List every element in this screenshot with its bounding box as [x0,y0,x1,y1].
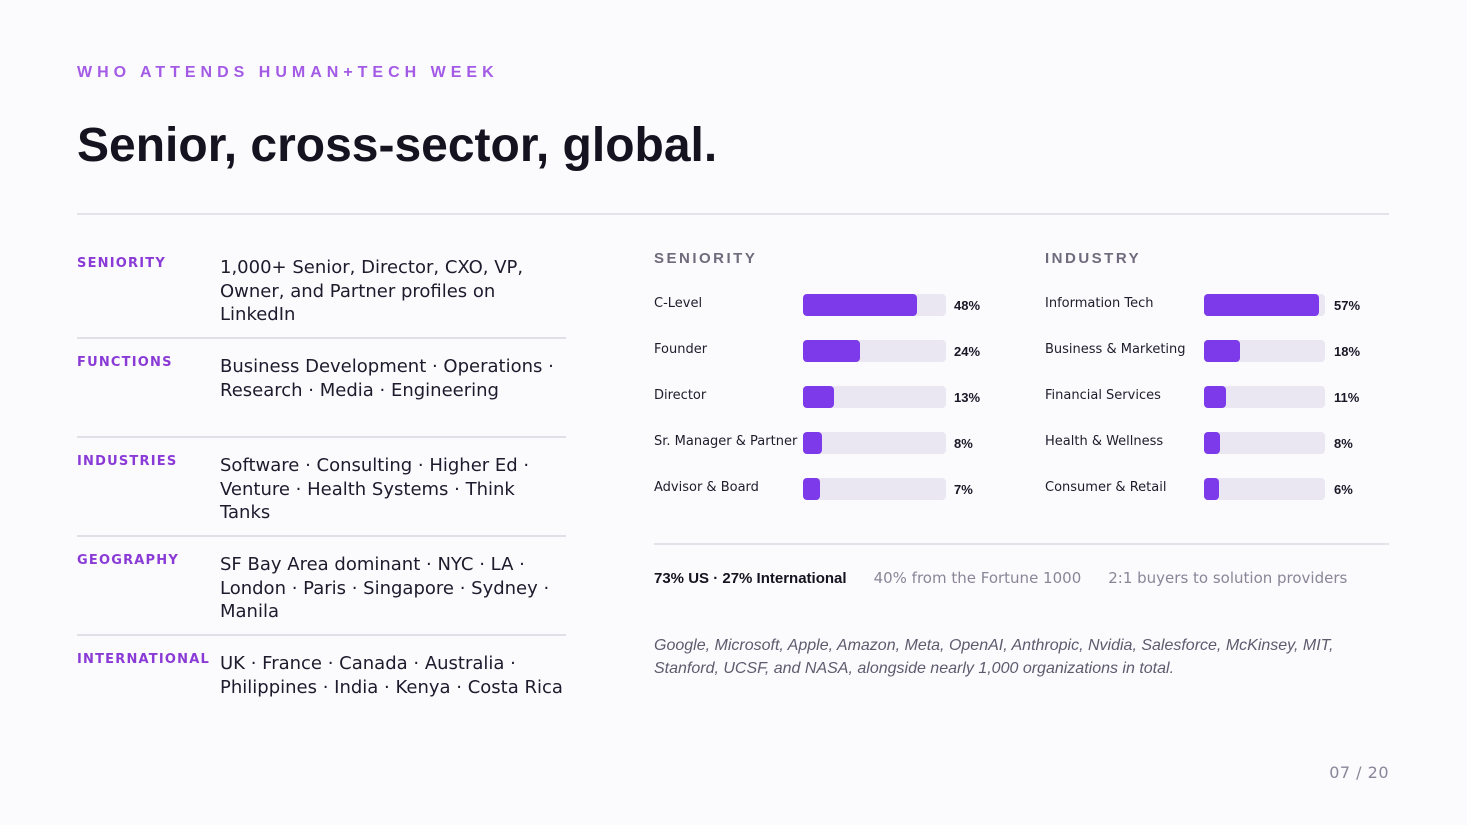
stats-line: 73% US · 27% International 40% from the F… [654,568,1347,587]
bar-category-label: Health & Wellness [1045,434,1164,449]
info-row-industries: INDUSTRIES Software · Consulting · Highe… [77,438,566,537]
bar-row: Sr. Manager & Partner 8% [654,432,994,454]
buyers-ratio-stat: 2:1 buyers to solution providers [1108,569,1348,587]
bar [803,386,834,408]
info-row-geography: GEOGRAPHY SF Bay Area dominant · NYC · L… [77,537,566,636]
stats-divider [654,543,1389,545]
bar-track [1204,432,1325,454]
bar-value-label: 24% [954,344,981,359]
bar-row: Business & Marketing 18% [1045,340,1385,362]
page-title: Senior, cross-sector, global. [77,119,718,172]
bar [1204,432,1221,454]
bar-category-label: Advisor & Board [654,480,759,495]
bar-track [803,386,946,408]
bar-row: Founder 24% [654,340,994,362]
title-divider [77,213,1389,215]
bar [1204,340,1241,362]
bar-track [1204,294,1325,316]
info-label: INDUSTRIES [77,454,178,469]
bar [803,340,861,362]
bar-category-label: Sr. Manager & Partner [654,434,798,449]
bar-track [803,294,946,316]
bar-category-label: Consumer & Retail [1045,480,1167,495]
info-value: Software · Consulting · Higher Ed · Vent… [220,455,530,523]
row-divider [77,535,566,537]
bar-value-label: 13% [954,390,981,405]
bar-track [1204,340,1325,362]
chart-title: INDUSTRY [1045,250,1142,267]
industry-chart: INDUSTRY Information Tech 57% Business & M… [1045,250,1385,500]
bar-value-label: 57% [1334,298,1361,313]
info-value: UK · France · Canada · Australia · Phili… [220,653,563,698]
bar-value-label: 8% [1334,436,1353,451]
organizations-note: Google, Microsoft, Apple, Amazon, Meta, … [654,637,1334,677]
bar-category-label: C-Level [654,296,703,311]
bar-row: Information Tech 57% [1045,294,1385,316]
bar-category-label: Business & Marketing [1045,342,1186,357]
info-label: SENIORITY [77,256,166,271]
geo-split-stat: 73% US · 27% International [654,570,847,587]
bar-value-label: 48% [954,298,981,313]
bar-track [803,340,946,362]
info-value: 1,000+ Senior, Director, CXO, VP, Owner,… [220,257,524,325]
info-row-seniority: SENIORITY 1,000+ Senior, Director, CXO, … [77,240,566,339]
info-value: SF Bay Area dominant · NYC · LA · London… [220,554,550,622]
bar-category-label: Founder [654,342,708,357]
seniority-chart: SENIORITY C-Level 48% Founder 24% Director 13… [654,250,994,500]
bar [1204,294,1319,316]
bar-category-label: Information Tech [1045,296,1154,311]
chart-title: SENIORITY [654,250,758,267]
info-label: GEOGRAPHY [77,553,179,568]
page-number: 07 / 20 [1329,763,1389,782]
bar-row: Financial Services 11% [1045,386,1385,408]
bar [1204,386,1227,408]
bar [803,432,823,454]
bar-category-label: Director [654,388,707,403]
bar-track [803,432,946,454]
bar-value-label: 11% [1334,390,1360,405]
info-value: Business Development · Operations · Rese… [220,356,554,401]
info-row-international: INTERNATIONAL UK · France · Canada · Aus… [77,636,566,735]
fortune-stat: 40% from the Fortune 1000 [873,569,1082,587]
bar-track [1204,386,1325,408]
bar [803,294,918,316]
bar-value-label: 18% [1334,344,1361,359]
bar [803,478,820,500]
bar-track [1204,478,1325,500]
row-divider [77,436,566,438]
bar-value-label: 7% [954,482,973,497]
bar-row: Consumer & Retail 6% [1045,478,1385,500]
row-divider [77,337,566,339]
attendee-info-list: SENIORITY 1,000+ Senior, Director, CXO, … [77,240,566,735]
bar-category-label: Financial Services [1045,388,1161,403]
bar-row: Advisor & Board 7% [654,478,994,500]
bar [1204,478,1219,500]
bar-value-label: 6% [1334,482,1353,497]
info-label: INTERNATIONAL [77,652,210,667]
bar-row: Health & Wellness 8% [1045,432,1385,454]
bar-row: Director 13% [654,386,994,408]
bar-row: C-Level 48% [654,294,994,316]
info-row-functions: FUNCTIONS Business Development · Operati… [77,339,566,438]
bar-track [803,478,946,500]
info-label: FUNCTIONS [77,355,173,370]
eyebrow-label: WHO ATTENDS HUMAN+TECH WEEK [77,64,499,81]
row-divider [77,634,566,636]
bar-value-label: 8% [954,436,973,451]
